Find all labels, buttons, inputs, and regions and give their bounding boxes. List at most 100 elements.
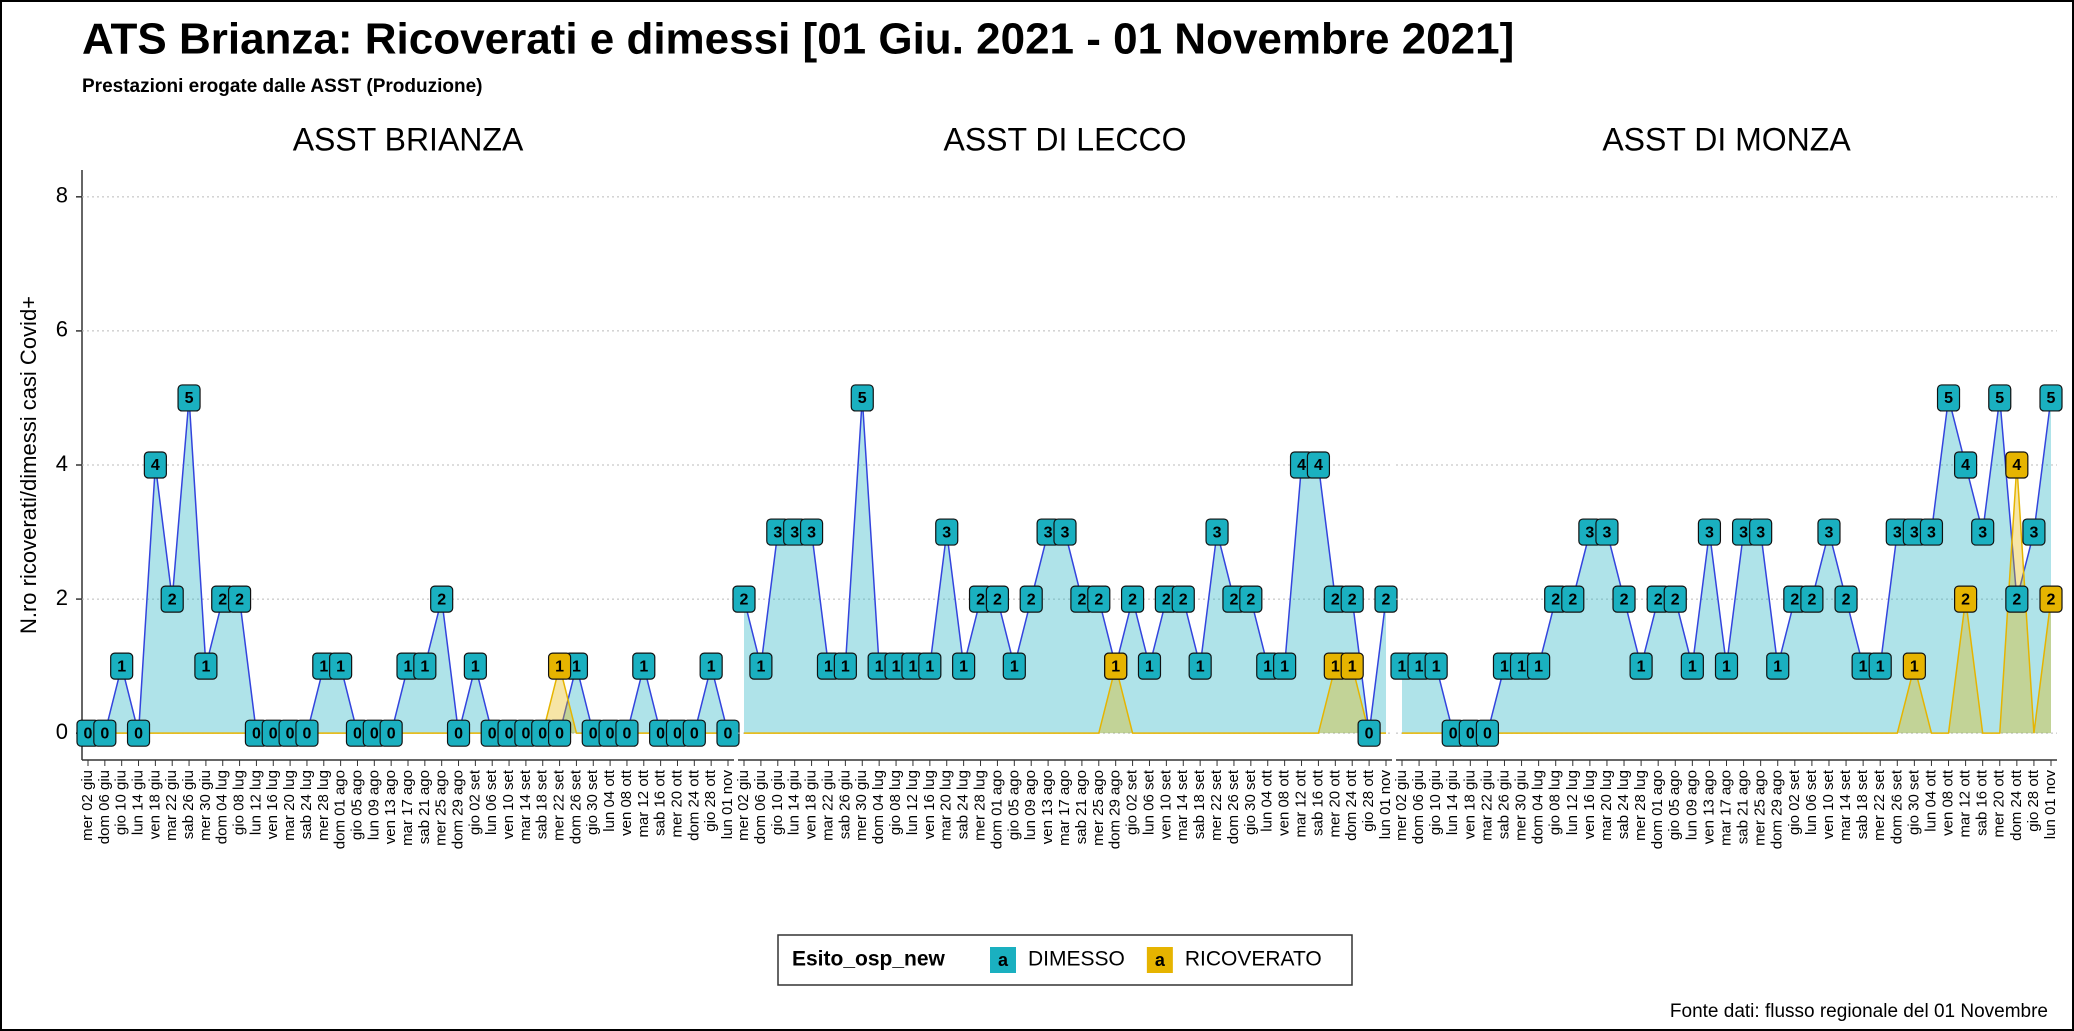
data-label-box xyxy=(1205,518,1229,546)
data-label: 1 xyxy=(336,658,345,675)
x-tick-label: mer 25 ago xyxy=(1090,770,1107,846)
data-label: 1 xyxy=(420,658,429,675)
x-tick-label: mar 20 lug xyxy=(281,770,298,841)
data-label: 1 xyxy=(841,658,850,675)
x-tick-label: ven 10 set xyxy=(1157,769,1174,839)
data-label-box xyxy=(227,585,252,613)
data-label: 1 xyxy=(1859,658,1868,675)
x-tick-label: mar 12 ott xyxy=(1957,769,1974,837)
x-tick-label: gio 02 set xyxy=(1124,769,1141,835)
data-label-box xyxy=(379,719,403,747)
data-label-box xyxy=(1002,652,1026,680)
data-label: 1 xyxy=(908,658,917,675)
data-label: 3 xyxy=(1044,524,1053,541)
data-label-box xyxy=(732,585,756,613)
data-label: 1 xyxy=(639,658,648,675)
data-label-box xyxy=(143,451,167,479)
data-label: 0 xyxy=(724,725,733,742)
data-label: 3 xyxy=(1893,524,1902,541)
x-tick-label: mar 14 set xyxy=(1837,769,1854,841)
panel-title: ASST DI LECCO xyxy=(943,121,1186,157)
area xyxy=(744,666,1386,734)
x-tick-label: ven 13 ago xyxy=(1700,770,1717,844)
x-tick-label: mar 20 lug xyxy=(1598,770,1615,841)
y-tick-label: 4 xyxy=(56,451,68,476)
data-label: 0 xyxy=(589,725,598,742)
data-label-box xyxy=(430,585,454,613)
x-tick-label: sab 24 lug xyxy=(1615,770,1632,839)
data-label: 1 xyxy=(1910,658,1919,675)
x-tick-label: dom 26 set xyxy=(1225,769,1242,844)
x-tick-label: lun 14 giu xyxy=(129,770,146,835)
x-tick-label: sab 21 ago xyxy=(416,770,433,844)
data-label-box xyxy=(1954,451,1978,479)
legend-key: a xyxy=(1155,950,1166,970)
data-label-box xyxy=(1817,518,1841,546)
x-tick-label: sab 18 set xyxy=(1191,769,1208,839)
x-tick-label: ven 13 ago xyxy=(1039,770,1056,844)
data-label: 3 xyxy=(1978,524,1987,541)
data-label: 3 xyxy=(1739,524,1748,541)
data-label-box xyxy=(1988,384,2012,412)
data-label-box xyxy=(2039,585,2063,613)
data-label: 3 xyxy=(1705,524,1714,541)
x-tick-label: ven 16 lug xyxy=(264,770,281,839)
data-label: 2 xyxy=(1077,591,1086,608)
x-tick-label: sab 24 lug xyxy=(298,770,315,839)
x-tick-label: sab 16 ott xyxy=(652,769,669,836)
x-tick-label: mer 20 ott xyxy=(668,769,685,837)
data-label: 1 xyxy=(1280,658,1289,675)
data-label: 1 xyxy=(959,658,968,675)
x-tick-label: dom 04 lug xyxy=(1530,770,1547,844)
x-tick-label: mer 22 set xyxy=(551,769,568,841)
data-label-box xyxy=(413,652,437,680)
data-label: 3 xyxy=(1585,524,1594,541)
data-label: 2 xyxy=(1842,591,1851,608)
data-label-box xyxy=(1188,652,1212,680)
data-label: 1 xyxy=(1196,658,1205,675)
x-tick-label: mer 25 ago xyxy=(433,770,450,846)
x-tick-label: gio 30 set xyxy=(1905,769,1922,835)
x-tick-label: lun 04 ott xyxy=(601,769,618,832)
data-label-box xyxy=(2039,384,2063,412)
x-tick-label: sab 26 giu xyxy=(1495,770,1512,839)
data-label: 2 xyxy=(1027,591,1036,608)
x-tick-label: lun 06 set xyxy=(483,769,500,835)
x-tick-label: mer 28 lug xyxy=(315,770,332,841)
legend-swatch xyxy=(1146,947,1173,973)
legend-label: RICOVERATO xyxy=(1185,948,1322,971)
data-label: 0 xyxy=(488,725,497,742)
data-label-box xyxy=(110,652,134,680)
x-tick-label: ven 16 lug xyxy=(1581,770,1598,839)
data-label-box xyxy=(1834,585,1858,613)
x-tick-label: lun 09 ago xyxy=(1022,770,1039,840)
area xyxy=(88,666,728,734)
data-label-box xyxy=(1680,652,1704,680)
data-label-box xyxy=(295,719,319,747)
x-tick-label: ven 13 ago xyxy=(382,770,399,844)
data-label: 1 xyxy=(1500,658,1509,675)
data-label-box xyxy=(1629,652,1653,680)
data-label: 3 xyxy=(2029,524,2038,541)
x-tick-label: mar 12 ott xyxy=(635,769,652,837)
data-label: 1 xyxy=(707,658,716,675)
data-label: 0 xyxy=(387,725,396,742)
data-label-box xyxy=(126,719,151,747)
data-label: 3 xyxy=(807,524,816,541)
data-label: 0 xyxy=(370,725,379,742)
x-tick-label: gio 08 lug xyxy=(231,770,248,835)
data-label-box xyxy=(463,652,487,680)
x-tick-label: lun 01 nov xyxy=(2042,770,2059,840)
x-tick-label: gio 28 ott xyxy=(2025,769,2042,832)
x-tick-label: lun 12 lug xyxy=(904,770,921,835)
x-tick-label: gio 08 lug xyxy=(887,770,904,835)
x-tick-label: mar 17 ago xyxy=(399,770,416,846)
data-label-box xyxy=(632,652,656,680)
data-label: 0 xyxy=(286,725,295,742)
x-tick-label: sab 26 giu xyxy=(180,770,197,839)
data-label-box xyxy=(935,518,959,546)
data-label-box xyxy=(1053,518,1077,546)
data-label: 5 xyxy=(2047,390,2056,407)
x-tick-label: mar 14 set xyxy=(1174,769,1191,841)
data-label: 1 xyxy=(1722,658,1731,675)
